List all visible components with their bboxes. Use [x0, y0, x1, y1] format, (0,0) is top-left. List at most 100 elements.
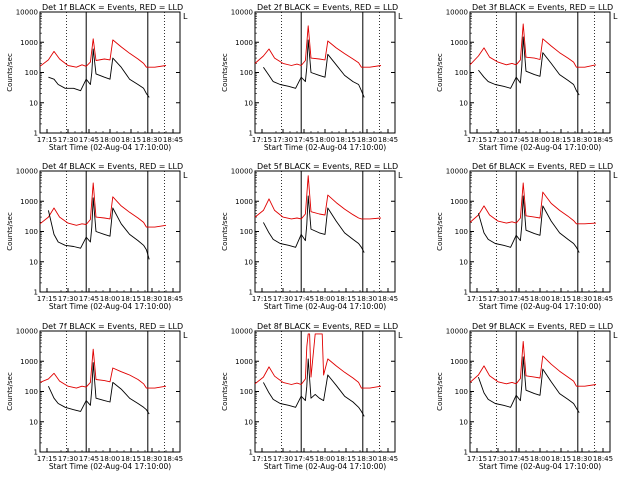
det-2f-title: Det 2f BLACK = Events, RED = LLD — [257, 3, 398, 12]
det-8f-xtick-label: 17:30 — [273, 455, 293, 463]
det-5f-ytick-label: 10000 — [231, 168, 253, 176]
det-9f-ytick-label: 1 — [464, 449, 468, 457]
det-8f-corner-mark: L — [398, 331, 403, 340]
det-1f-xtick-label: 17:45 — [79, 136, 99, 144]
det-8f-ytick-label: 1000 — [235, 358, 253, 366]
det-5f-events-line — [263, 195, 365, 253]
det-6f-xtick-label: 18:00 — [530, 295, 550, 303]
det-1f-axes-frame — [39, 11, 181, 134]
det-6f-ytick-label: 100 — [455, 228, 468, 236]
det-2f-xtick-label: 18:45 — [378, 136, 398, 144]
det-9f-xtick-label: 18:15 — [551, 455, 571, 463]
det-5f-ylabel: Counts/sec — [221, 212, 229, 251]
det-6f-ytick-label: 10000 — [446, 168, 468, 176]
det-1f-ytick-label: 1000 — [20, 39, 38, 47]
det-4f-xtick-label: 18:15 — [121, 295, 141, 303]
det-9f-xtick-label: 17:15 — [467, 455, 487, 463]
det-5f-xtick-label: 18:15 — [336, 295, 356, 303]
det-2f-corner-mark: L — [398, 12, 403, 21]
det-3f-ytick-label: 100 — [455, 69, 468, 77]
det-2f-ylabel: Counts/sec — [221, 53, 229, 92]
det-3f-lld-line — [469, 23, 597, 68]
det-4f-corner-mark: L — [183, 171, 188, 180]
det-3f-ytick-label: 10 — [459, 99, 468, 107]
det-1f-xlabel: Start Time (02-Aug-04 17:10:00) — [49, 143, 171, 152]
det-6f-events-line — [477, 195, 580, 253]
det-9f-corner-mark: L — [613, 331, 618, 340]
det-3f-events-line — [478, 36, 580, 96]
det-7f-ytick-label: 100 — [25, 388, 38, 396]
det-1f-ytick-label: 100 — [25, 69, 38, 77]
det-4f-xlabel: Start Time (02-Aug-04 17:10:00) — [49, 302, 171, 311]
det-4f-ytick-label: 1 — [34, 289, 38, 297]
det-4f-ytick-label: 1000 — [20, 198, 38, 206]
det-6f-ylabel: Counts/sec — [436, 212, 444, 251]
det-2f-xtick-label: 17:15 — [252, 136, 272, 144]
det-6f-lld-line — [469, 182, 597, 225]
det-4f-xtick-label: 18:30 — [142, 295, 162, 303]
det-7f-axes-frame — [39, 330, 181, 453]
det-6f-title: Det 6f BLACK = Events, RED = LLD — [472, 162, 613, 171]
det-1f-ytick-label: 1 — [34, 130, 38, 138]
det-6f-xtick-label: 18:45 — [593, 295, 613, 303]
det-8f-ylabel: Counts/sec — [221, 372, 229, 411]
det-9f-xlabel: Start Time (02-Aug-04 17:10:00) — [479, 462, 601, 471]
det-9f-ytick-label: 10 — [459, 418, 468, 426]
det-9f-xtick-label: 17:45 — [509, 455, 529, 463]
det-4f-xtick-label: 18:45 — [163, 295, 183, 303]
det-8f-ytick-label: 1 — [249, 449, 253, 457]
det-4f-ytick-label: 100 — [25, 228, 38, 236]
det-5f-xtick-label: 17:30 — [273, 295, 293, 303]
det-9f-ytick-label: 10000 — [446, 328, 468, 336]
det-2f-xtick-label: 18:15 — [336, 136, 356, 144]
det-7f-xtick-label: 17:15 — [37, 455, 57, 463]
det-1f-xtick-label: 17:15 — [37, 136, 57, 144]
det-8f-xtick-label: 18:15 — [336, 455, 356, 463]
det-9f-xtick-label: 17:30 — [488, 455, 508, 463]
det-4f-events-line — [47, 197, 150, 260]
det-5f-xtick-label: 17:45 — [294, 295, 314, 303]
det-7f-ytick-label: 10 — [29, 418, 38, 426]
det-2f-xtick-label: 17:45 — [294, 136, 314, 144]
det-1f-xtick-label: 18:30 — [142, 136, 162, 144]
det-1f-xtick-label: 18:15 — [121, 136, 141, 144]
det-7f-ylabel: Counts/sec — [6, 372, 14, 411]
det-5f-corner-mark: L — [398, 171, 403, 180]
det-3f-corner-mark: L — [613, 12, 618, 21]
det-8f-xtick-label: 18:45 — [378, 455, 398, 463]
det-2f-xtick-label: 17:30 — [273, 136, 293, 144]
det-7f-title: Det 7f BLACK = Events, RED = LLD — [42, 322, 183, 331]
det-3f-xtick-label: 17:30 — [488, 136, 508, 144]
det-3f-ylabel: Counts/sec — [436, 53, 444, 92]
det-2f-xtick-label: 18:30 — [357, 136, 377, 144]
det-1f-ytick-label: 10 — [29, 99, 38, 107]
det-1f-events-line — [48, 48, 150, 98]
det-4f-ytick-label: 10 — [29, 258, 38, 266]
det-3f-xtick-label: 18:45 — [593, 136, 613, 144]
det-6f-xlabel: Start Time (02-Aug-04 17:10:00) — [479, 302, 601, 311]
det-5f-xlabel: Start Time (02-Aug-04 17:10:00) — [264, 302, 386, 311]
det-7f-ytick-label: 1000 — [20, 358, 38, 366]
det-4f-title: Det 4f BLACK = Events, RED = LLD — [42, 162, 183, 171]
det-7f-xlabel: Start Time (02-Aug-04 17:10:00) — [49, 462, 171, 471]
det-2f-ytick-label: 1000 — [235, 39, 253, 47]
det-3f-xtick-label: 18:00 — [530, 136, 550, 144]
det-2f-axes-frame — [254, 11, 396, 134]
det-3f-ytick-label: 1 — [464, 130, 468, 138]
det-8f-xtick-label: 17:45 — [294, 455, 314, 463]
det-2f-xlabel: Start Time (02-Aug-04 17:10:00) — [264, 143, 386, 152]
det-9f-lld-line — [469, 341, 597, 387]
det-9f-events-line — [477, 356, 580, 413]
det-5f-ytick-label: 1 — [249, 289, 253, 297]
det-3f-title: Det 3f BLACK = Events, RED = LLD — [472, 3, 613, 12]
det-6f-xtick-label: 18:30 — [572, 295, 592, 303]
det-1f-ylabel: Counts/sec — [6, 53, 14, 92]
det-3f-xtick-label: 18:15 — [551, 136, 571, 144]
